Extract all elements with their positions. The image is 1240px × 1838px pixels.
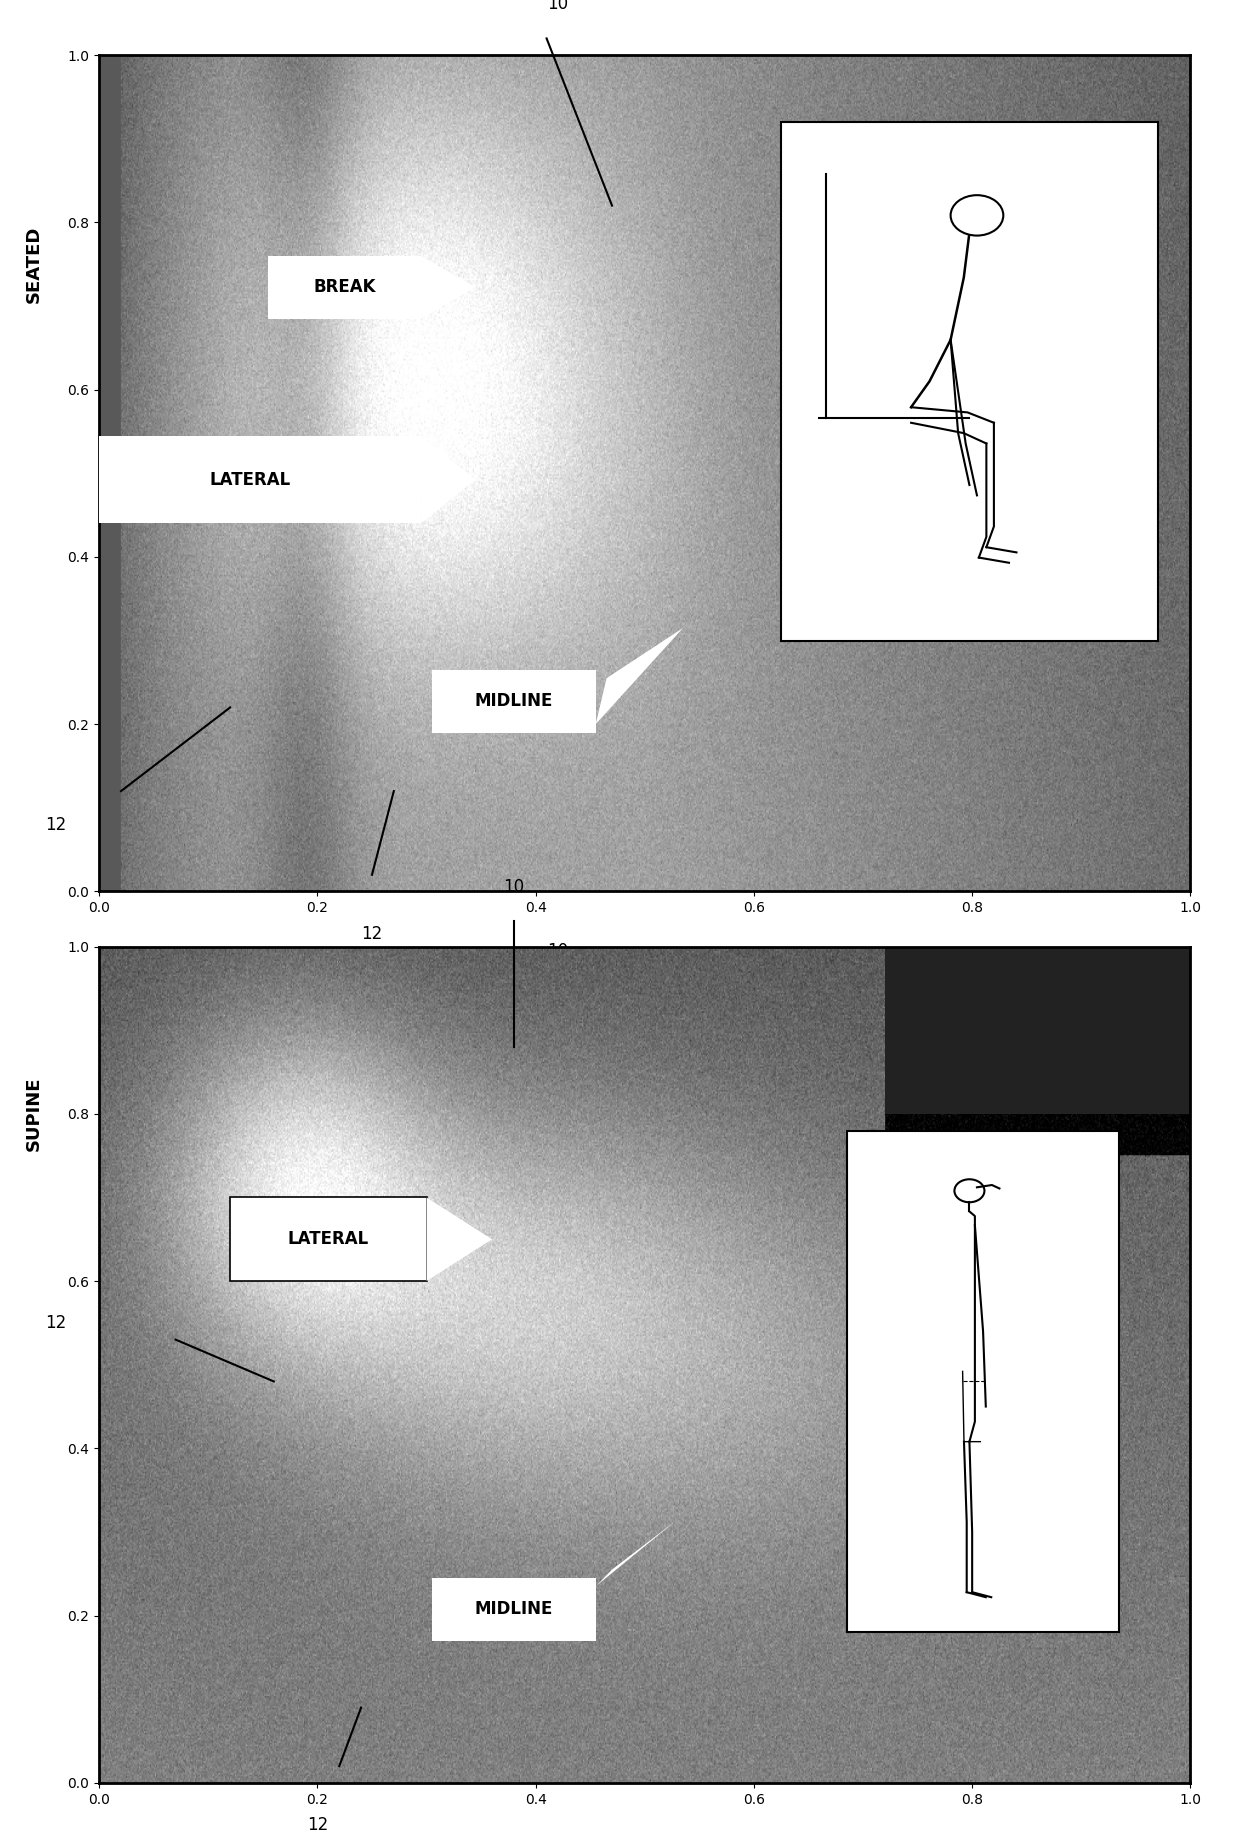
- Polygon shape: [427, 1198, 492, 1281]
- Text: 12: 12: [361, 925, 383, 943]
- Text: 12: 12: [45, 1314, 66, 1333]
- Text: FIG. 1B: FIG. 1B: [941, 974, 1047, 1000]
- Bar: [99, 436, 422, 524]
- Text: LATERAL: LATERAL: [288, 1230, 370, 1248]
- Polygon shape: [595, 629, 683, 724]
- Text: MIDLINE: MIDLINE: [475, 693, 553, 709]
- Polygon shape: [422, 255, 476, 318]
- Text: 12: 12: [306, 1816, 329, 1834]
- Bar: [885, 947, 1190, 1114]
- Polygon shape: [422, 436, 476, 524]
- Polygon shape: [595, 1520, 677, 1586]
- Bar: [432, 1579, 595, 1641]
- Text: 10: 10: [547, 941, 568, 959]
- Bar: [847, 1130, 1120, 1632]
- Text: 10: 10: [503, 879, 525, 897]
- Bar: [231, 1198, 427, 1281]
- Text: LATERAL: LATERAL: [210, 471, 291, 489]
- Text: SEATED: SEATED: [25, 226, 42, 303]
- Bar: [268, 255, 422, 318]
- Text: MIDLINE: MIDLINE: [475, 1601, 553, 1617]
- Text: 12: 12: [45, 816, 66, 833]
- Text: BREAK: BREAK: [314, 278, 376, 296]
- Text: 10: 10: [547, 0, 568, 13]
- Bar: [781, 121, 1158, 641]
- Text: SUPINE: SUPINE: [25, 1077, 42, 1151]
- Bar: [432, 669, 595, 733]
